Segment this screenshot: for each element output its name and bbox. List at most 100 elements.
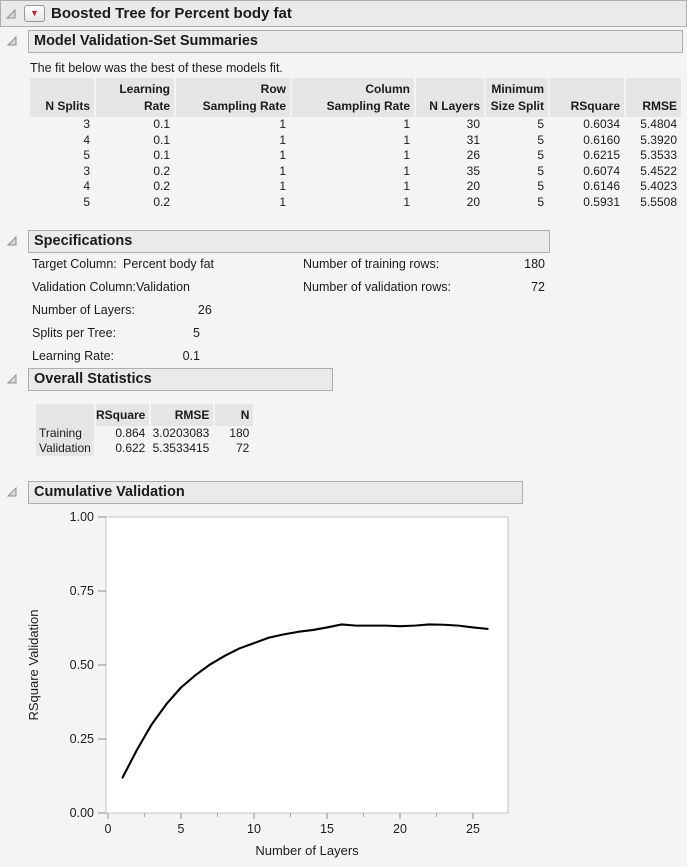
column-header: RMSE: [151, 404, 214, 426]
table-cell: 5: [83, 148, 90, 162]
section-title: Cumulative Validation: [34, 484, 185, 500]
spec-row: Number of training rows: 180: [303, 256, 545, 279]
table-cell: 1: [279, 194, 286, 209]
spec-value: 0.1: [182, 349, 200, 363]
column-header: Sampling Rate: [292, 98, 414, 117]
y-tick-label: 0.00: [70, 806, 94, 820]
model-summary-table: Learning Row Column Minimum N Splits Rate Samp…: [28, 78, 683, 210]
table-row[interactable]: 5 0.1 1 1 26 5 0.6215 5.3533: [30, 148, 681, 164]
column-header: RMSE: [626, 98, 681, 117]
report-title-bar: ▼ Boosted Tree for Percent body fat: [0, 0, 687, 27]
column-header: Row: [176, 78, 290, 98]
disclosure-open-icon[interactable]: [4, 7, 18, 21]
table-cell: 30: [466, 117, 480, 131]
spec-label: Number of Layers:: [32, 303, 135, 317]
disclosure-open-icon[interactable]: [5, 234, 19, 248]
table-cell: 5: [537, 163, 544, 178]
table-cell: 1: [279, 179, 286, 193]
table-cell: 5: [537, 117, 544, 131]
red-triangle-menu-button[interactable]: ▼: [24, 5, 45, 22]
table-cell: 5: [83, 194, 90, 209]
column-header: [36, 404, 94, 426]
red-triangle-icon: ▼: [30, 8, 39, 18]
disclosure-open-icon[interactable]: [5, 34, 19, 48]
column-header: [626, 78, 681, 98]
section-title: Overall Statistics: [34, 371, 152, 387]
disclosure-open-icon[interactable]: [5, 485, 19, 499]
row-label: Training: [36, 426, 94, 441]
table-row[interactable]: 3 0.1 1 1 30 5 0.6034 5.4804: [30, 117, 681, 133]
column-header: [550, 78, 624, 98]
table-cell: 1: [403, 179, 410, 193]
spec-value: Percent body fat: [123, 257, 215, 271]
specifications-list-left: Target Column: Percent body fat Validation…: [32, 256, 214, 371]
table-cell: 0.1: [153, 148, 170, 162]
section-header-specifications[interactable]: Specifications: [28, 230, 550, 253]
table-cell: 1: [279, 117, 286, 131]
spec-row: Splits per Tree: 5: [32, 325, 214, 348]
column-header: Sampling Rate: [176, 98, 290, 117]
spec-label: Number of training rows:: [303, 257, 440, 271]
y-axis-label: RSquare Validation: [26, 609, 41, 720]
specifications-list-right: Number of training rows: 180 Number of val…: [303, 256, 545, 302]
section-title: Specifications: [34, 233, 133, 249]
spec-row: Number of Layers: 26: [32, 302, 214, 325]
table-row[interactable]: 4 0.2 1 1 20 5 0.6146 5.4023: [30, 179, 681, 195]
x-tick-label: 25: [466, 822, 480, 836]
table-row[interactable]: Validation 0.622 5.3533415 72: [36, 441, 253, 456]
x-tick-label: 10: [247, 822, 261, 836]
table-cell: 5.4804: [640, 117, 677, 131]
table-cell: 1: [403, 163, 410, 178]
table-cell: 4: [83, 179, 90, 193]
x-tick-label: 20: [393, 822, 407, 836]
table-cell: 5: [537, 148, 544, 162]
table-cell: 35: [466, 163, 480, 178]
column-header: RSquare: [96, 404, 150, 426]
x-axis-label: Number of Layers: [255, 843, 359, 858]
column-header: [416, 78, 484, 98]
table-cell: 0.6146: [583, 179, 620, 193]
table-row[interactable]: Training 0.864 3.0203083 180: [36, 426, 253, 441]
table-cell: 0.5931: [583, 194, 620, 209]
row-label: Validation: [36, 441, 94, 456]
spec-label: Target Column:: [32, 257, 117, 271]
table-cell: 5.4023: [640, 179, 677, 193]
spec-value: 5: [193, 326, 200, 340]
x-tick-label: 15: [320, 822, 334, 836]
column-header: Learning: [96, 78, 174, 98]
table-cell: 1: [403, 132, 410, 147]
spec-value: Validation: [136, 280, 190, 294]
column-header: [30, 78, 94, 98]
table-cell: 0.2: [153, 163, 170, 178]
table-row[interactable]: 4 0.1 1 1 31 5 0.6160 5.3920: [30, 133, 681, 149]
table-cell: 26: [466, 148, 480, 162]
plot-area[interactable]: [105, 516, 509, 814]
table-row[interactable]: 3 0.2 1 1 35 5 0.6074 5.4522: [30, 164, 681, 180]
table-cell: 3: [83, 117, 90, 131]
column-header: N Layers: [416, 98, 484, 117]
table-cell: 0.2: [153, 194, 170, 209]
section-header-cumulative-validation[interactable]: Cumulative Validation: [28, 481, 523, 504]
table-cell: 1: [403, 148, 410, 162]
spec-row: Number of validation rows: 72: [303, 279, 545, 302]
column-header: N: [215, 404, 254, 426]
table-cell: 5.4522: [640, 163, 677, 178]
table-cell: 5.3533: [640, 148, 677, 162]
table-cell: 0.622: [115, 441, 146, 455]
disclosure-open-icon[interactable]: [5, 372, 19, 386]
table-cell: 0.864: [115, 426, 146, 440]
column-header: Size Split: [486, 98, 548, 117]
table-cell: 1: [403, 117, 410, 131]
section-header-overall-statistics[interactable]: Overall Statistics: [28, 368, 333, 391]
report-title: Boosted Tree for Percent body fat: [51, 5, 292, 22]
spec-label: Validation Column:: [32, 280, 136, 294]
table-cell: 1: [279, 148, 286, 162]
column-header: Rate: [96, 98, 174, 117]
validation-curve: [121, 623, 489, 779]
table-row[interactable]: 5 0.2 1 1 20 5 0.5931 5.5508: [30, 195, 681, 211]
y-tick-label: 0.50: [70, 658, 94, 672]
x-tick-label: 5: [178, 822, 185, 836]
section-header-model-summaries[interactable]: Model Validation-Set Summaries: [28, 30, 683, 53]
column-header: Column: [292, 78, 414, 98]
x-tick-label: 0: [105, 822, 112, 836]
